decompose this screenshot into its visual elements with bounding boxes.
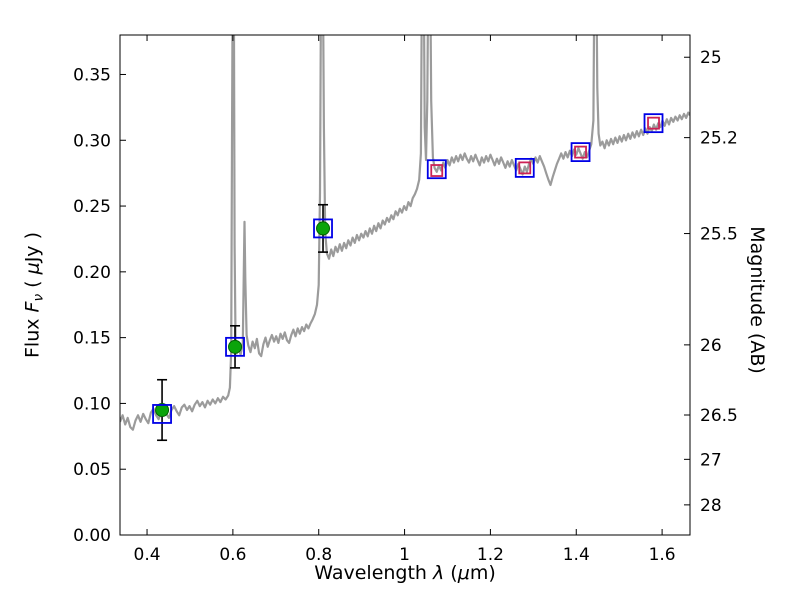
model-spectrum-line [120,35,690,431]
magnitude-tick-label: 26.5 [700,406,738,426]
y-axis-label-flux: Flux Fν ( μJy ) [21,231,47,359]
x-tick-label: 0.8 [305,545,332,565]
model-photometry-square [225,336,245,357]
model-photometry-square [313,218,333,239]
axes-frame [119,34,691,536]
y-tick-label: 0.05 [73,460,111,480]
observed-photometry-point [316,221,331,236]
x-tick-label: 1.6 [649,545,676,565]
y-tick-label: 0.20 [73,263,111,283]
y-tick-label: 0.35 [73,65,111,85]
x-axis-label: Wavelength λ (μm) [314,562,496,584]
y-axis-label-magnitude: Magnitude (AB) [746,226,768,374]
flux-symbol: F [21,301,44,313]
x-tick-label: 1.4 [563,545,590,565]
observed-photometry-point [228,339,243,354]
magnitude-tick-label: 25.5 [700,225,738,245]
fit-photometry-square [574,145,587,159]
magnitude-tick-label: 25.2 [700,129,738,149]
nu-subscript: ν [30,293,47,302]
model-photometry-square [426,159,447,180]
magnitude-tick-label: 25 [700,48,722,68]
model-photometry-square [514,157,535,178]
magnitude-tick-label: 26 [700,336,722,356]
x-tick-label: 1.2 [477,545,504,565]
lambda-symbol: λ [433,562,445,584]
model-photometry-square [570,142,591,163]
mu-symbol: μ [21,262,44,275]
observed-photometry-point [155,403,170,417]
y-tick-label: 0.00 [73,526,111,546]
x-axis-label-text: Wavelength [314,562,434,584]
mu-symbol: μ [457,562,470,584]
y-tick-label: 0.25 [73,197,111,217]
y-tick-label: 0.15 [73,329,111,349]
x-tick-label: 1 [399,545,410,565]
y-tick-label: 0.30 [73,131,111,151]
fit-photometry-square [430,164,444,177]
model-photometry-square [152,404,172,424]
fit-photometry-square [647,116,660,130]
x-tick-label: 0.6 [219,545,246,565]
x-tick-label: 0.4 [134,545,161,565]
model-photometry-square [643,113,664,134]
magnitude-tick-label: 27 [700,450,722,470]
magnitude-tick-label: 28 [700,496,722,516]
y-tick-label: 0.10 [73,394,111,414]
fit-photometry-square [518,161,532,175]
